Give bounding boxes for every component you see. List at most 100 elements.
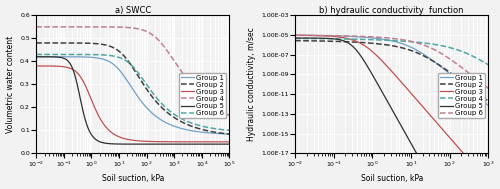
X-axis label: Soil suction, kPa: Soil suction, kPa: [360, 174, 423, 184]
Group 6: [200, 125, 205, 127]
Group 6: [292, 34, 298, 36]
Group 5: [150, 143, 156, 145]
Group 6: [226, 129, 232, 132]
Group 3: [458, 150, 464, 152]
Group 3: [410, 94, 416, 96]
Group 1: [156, 118, 162, 120]
Group 2: [226, 133, 232, 135]
Group 6: [458, 66, 464, 68]
Title: b) hydraulic conductivity  function: b) hydraulic conductivity function: [320, 5, 464, 15]
Group 4: [304, 37, 310, 40]
Group 6: [404, 40, 410, 42]
Group 1: [200, 131, 205, 133]
Group 5: [33, 56, 39, 58]
Line: Group 2: Group 2: [295, 41, 488, 101]
Group 1: [45, 56, 51, 58]
Line: Group 3: Group 3: [36, 66, 230, 142]
Group 4: [150, 34, 156, 37]
Group 4: [438, 45, 444, 47]
Group 1: [486, 104, 492, 107]
Line: Group 3: Group 3: [295, 35, 488, 182]
Group 3: [415, 100, 421, 102]
Group 2: [45, 42, 51, 44]
Group 2: [146, 91, 152, 93]
Group 6: [486, 87, 492, 89]
Legend: Group 1, Group 2, Group 3, Group 4, Group 5, Group 6: Group 1, Group 2, Group 3, Group 4, Grou…: [179, 73, 226, 118]
Group 1: [304, 34, 310, 36]
Group 2: [458, 80, 464, 82]
Group 5: [146, 143, 152, 145]
Group 6: [304, 34, 310, 36]
Group 4: [404, 40, 410, 43]
Group 1: [415, 50, 421, 52]
Group 4: [33, 26, 39, 28]
Group 3: [33, 65, 39, 67]
Group 3: [180, 141, 186, 143]
Group 5: [415, 155, 421, 157]
Group 2: [410, 50, 416, 52]
Group 2: [150, 97, 156, 99]
Line: Group 4: Group 4: [36, 27, 230, 115]
Group 5: [458, 182, 464, 184]
Group 6: [156, 100, 162, 102]
Group 3: [150, 140, 156, 143]
Group 2: [404, 48, 410, 50]
Group 1: [226, 133, 232, 135]
Group 2: [180, 121, 186, 124]
Group 4: [45, 26, 51, 28]
Group 4: [226, 114, 232, 117]
Line: Group 5: Group 5: [36, 57, 230, 144]
Group 5: [226, 143, 232, 145]
Group 2: [292, 40, 298, 42]
Line: Group 1: Group 1: [295, 35, 488, 105]
Group 4: [146, 31, 152, 33]
Group 4: [156, 40, 162, 42]
Group 3: [200, 141, 205, 143]
Group 5: [292, 37, 298, 39]
Group 6: [438, 53, 444, 55]
Group 1: [292, 34, 298, 36]
Group 4: [410, 41, 416, 43]
Group 5: [404, 136, 410, 138]
Group 6: [415, 42, 421, 44]
Group 6: [410, 40, 416, 43]
Group 3: [292, 34, 298, 36]
Group 2: [33, 42, 39, 44]
Group 2: [415, 52, 421, 54]
Group 6: [180, 118, 186, 120]
Group 4: [415, 41, 421, 43]
Line: Group 6: Group 6: [295, 35, 488, 88]
Group 5: [486, 182, 492, 184]
Group 3: [486, 181, 492, 183]
Title: a) SWCC: a) SWCC: [114, 5, 151, 15]
Group 2: [304, 40, 310, 42]
Group 1: [458, 82, 464, 84]
Group 4: [458, 50, 464, 52]
Group 4: [292, 37, 298, 40]
Line: Group 1: Group 1: [36, 57, 230, 134]
Group 5: [304, 37, 310, 39]
Group 1: [180, 128, 186, 130]
Group 1: [410, 47, 416, 49]
Line: Group 5: Group 5: [295, 38, 488, 183]
Group 1: [438, 66, 444, 68]
Line: Group 6: Group 6: [36, 54, 230, 130]
Group 2: [438, 65, 444, 68]
Group 6: [150, 93, 156, 95]
Group 3: [45, 65, 51, 67]
Y-axis label: Volumetric water content: Volumetric water content: [6, 36, 15, 133]
Group 3: [226, 141, 232, 143]
Group 6: [45, 53, 51, 56]
Group 2: [156, 104, 162, 106]
Group 3: [146, 140, 152, 143]
Group 5: [180, 143, 186, 145]
Group 5: [430, 182, 436, 184]
Group 4: [200, 96, 205, 98]
Group 1: [150, 113, 156, 115]
Y-axis label: Hydraulic conductivity, m/sec: Hydraulic conductivity, m/sec: [246, 27, 256, 141]
Group 4: [486, 64, 492, 66]
Group 6: [33, 53, 39, 56]
Group 2: [200, 129, 205, 131]
Group 5: [45, 56, 51, 58]
Group 3: [404, 88, 410, 90]
